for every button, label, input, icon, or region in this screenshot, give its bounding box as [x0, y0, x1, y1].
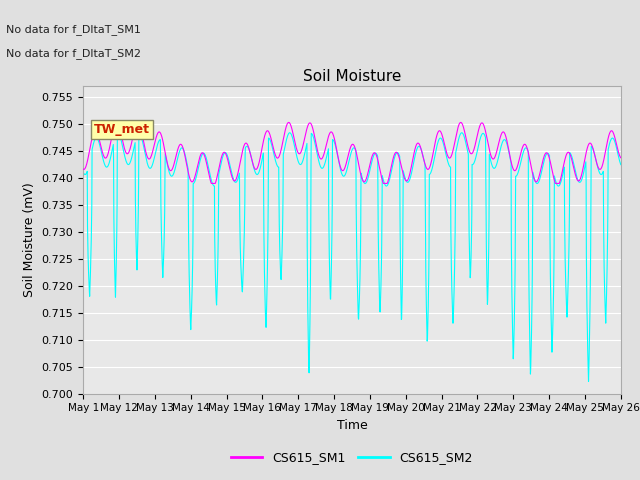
- Y-axis label: Soil Moisture (mV): Soil Moisture (mV): [23, 182, 36, 298]
- Text: No data for f_DltaT_SM1: No data for f_DltaT_SM1: [6, 24, 141, 35]
- Title: Soil Moisture: Soil Moisture: [303, 69, 401, 84]
- Legend: CS615_SM1, CS615_SM2: CS615_SM1, CS615_SM2: [226, 446, 478, 469]
- X-axis label: Time: Time: [337, 419, 367, 432]
- Text: TW_met: TW_met: [94, 123, 150, 136]
- Text: No data for f_DltaT_SM2: No data for f_DltaT_SM2: [6, 48, 141, 59]
